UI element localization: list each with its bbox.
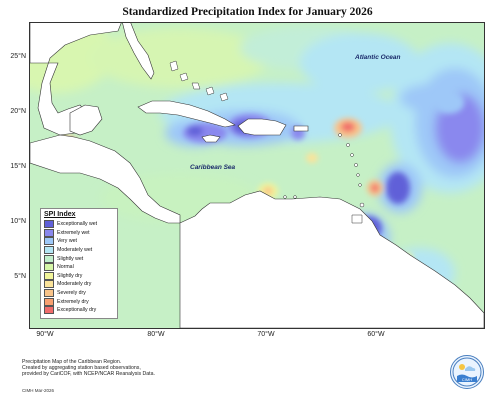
legend-item: Exceptionally wet: [44, 220, 114, 229]
y-tick-20n: 20°N: [10, 108, 26, 115]
x-tick-70w: 70°W: [257, 331, 275, 338]
x-tick-60w: 60°W: [367, 331, 385, 338]
legend-swatch: [44, 246, 54, 255]
caribbean-sea-label: Caribbean Sea: [190, 164, 236, 171]
legend-label: Extremely dry: [57, 298, 89, 305]
legend-swatch: [44, 237, 54, 246]
legend-item: Severely dry: [44, 289, 114, 298]
legend-swatch: [44, 228, 54, 237]
y-tick-5n: 5°N: [14, 273, 26, 280]
legend-swatch: [44, 289, 54, 298]
map-title: Standardized Precipitation Index for Jan…: [122, 6, 373, 18]
legend-item: Moderately dry: [44, 280, 114, 289]
cimh-logo-graphic: CIMH: [452, 357, 482, 387]
legend-label: Slightly wet: [57, 255, 84, 262]
spi-legend: SPI Index Exceptionally wet Extremely we…: [40, 208, 118, 319]
y-tick-25n: 25°N: [10, 53, 26, 60]
legend-swatch: [44, 220, 54, 229]
atlantic-ocean-label: Atlantic Ocean: [355, 54, 401, 61]
legend-label: Severely dry: [57, 290, 86, 297]
legend-swatch: [44, 280, 54, 289]
legend-swatch: [44, 297, 54, 306]
credit-date: CIMH Mar-2026: [22, 388, 55, 393]
y-tick-15n: 15°N: [10, 163, 26, 170]
credit-line-1: Precipitation Map of the Caribbean Regio…: [22, 359, 122, 365]
legend-label: Very wet: [57, 238, 77, 245]
legend-item: Extremely wet: [44, 228, 114, 238]
legend-label: Moderately wet: [57, 247, 93, 254]
legend-item: Exceptionally dry: [44, 306, 114, 315]
credit-line-2: Created by aggregating station based obs…: [22, 365, 141, 372]
legend-item: Slightly dry: [44, 271, 114, 281]
legend-title: SPI Index: [44, 211, 76, 218]
legend-swatch: [44, 254, 54, 263]
legend-label: Slightly dry: [57, 272, 83, 279]
credit-line-3: provided by CariCOF, with NCEP/NCAR Rean…: [22, 371, 155, 378]
legend-item: Normal: [44, 263, 114, 272]
legend-label: Extremely wet: [57, 229, 90, 236]
y-tick-10n: 10°N: [10, 218, 26, 225]
legend-item: Very wet: [44, 237, 114, 246]
credit-text: Precipitation Map of the Caribbean Regio…: [22, 359, 222, 378]
legend-swatch: [44, 306, 54, 315]
legend-item: Moderately wet: [44, 246, 114, 255]
legend-label: Normal: [57, 264, 74, 271]
cimh-logo: CIMH: [450, 355, 484, 389]
legend-swatch: [44, 263, 54, 272]
legend-label: Exceptionally wet: [57, 221, 98, 228]
logo-text: CIMH: [462, 377, 472, 382]
legend-label: Exceptionally dry: [57, 307, 97, 314]
legend-item: Extremely dry: [44, 297, 114, 306]
x-tick-90w: 90°W: [36, 331, 54, 338]
legend-swatch: [44, 271, 54, 280]
legend-item: Slightly wet: [44, 254, 114, 263]
x-tick-80w: 80°W: [147, 331, 165, 338]
legend-label: Moderately dry: [57, 281, 92, 288]
